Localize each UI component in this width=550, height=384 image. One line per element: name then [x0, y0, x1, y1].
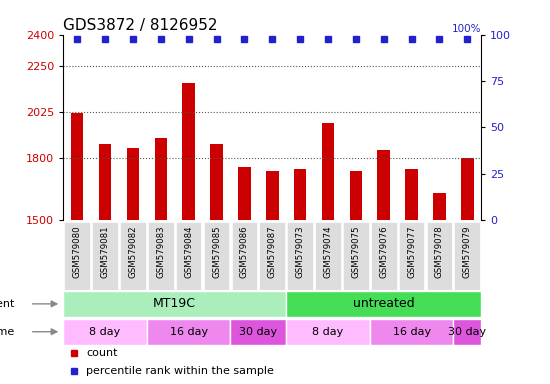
- FancyBboxPatch shape: [230, 319, 286, 344]
- Bar: [350, 171, 362, 220]
- FancyBboxPatch shape: [120, 222, 146, 290]
- FancyBboxPatch shape: [260, 222, 285, 290]
- Text: percentile rank within the sample: percentile rank within the sample: [86, 366, 274, 376]
- FancyBboxPatch shape: [286, 319, 370, 344]
- FancyBboxPatch shape: [148, 222, 174, 290]
- FancyBboxPatch shape: [64, 222, 90, 290]
- Bar: [99, 144, 111, 220]
- Bar: [433, 194, 446, 220]
- FancyBboxPatch shape: [286, 291, 481, 317]
- Bar: [183, 83, 195, 220]
- Text: GSM579084: GSM579084: [184, 226, 193, 278]
- Text: GSM579085: GSM579085: [212, 226, 221, 278]
- FancyBboxPatch shape: [315, 222, 341, 290]
- FancyBboxPatch shape: [454, 222, 480, 290]
- FancyBboxPatch shape: [204, 222, 229, 290]
- Bar: [461, 158, 474, 220]
- Text: GSM579076: GSM579076: [379, 226, 388, 278]
- Text: GSM579087: GSM579087: [268, 226, 277, 278]
- Bar: [126, 148, 139, 220]
- Bar: [71, 113, 84, 220]
- Bar: [405, 169, 418, 220]
- Text: GSM579082: GSM579082: [128, 226, 138, 278]
- Text: GSM579086: GSM579086: [240, 226, 249, 278]
- FancyBboxPatch shape: [399, 222, 425, 290]
- Text: GSM579074: GSM579074: [323, 226, 333, 278]
- Text: count: count: [86, 348, 118, 358]
- Text: GSM579081: GSM579081: [101, 226, 109, 278]
- Bar: [210, 144, 223, 220]
- Text: time: time: [0, 327, 15, 337]
- FancyBboxPatch shape: [63, 319, 147, 344]
- Text: GSM579080: GSM579080: [73, 226, 82, 278]
- Text: GSM579077: GSM579077: [407, 226, 416, 278]
- FancyBboxPatch shape: [343, 222, 368, 290]
- Bar: [238, 167, 251, 220]
- Bar: [155, 138, 167, 220]
- FancyBboxPatch shape: [371, 222, 397, 290]
- Text: 30 day: 30 day: [448, 327, 486, 337]
- FancyBboxPatch shape: [287, 222, 313, 290]
- Bar: [266, 171, 278, 220]
- FancyBboxPatch shape: [427, 222, 452, 290]
- Text: MT19C: MT19C: [153, 297, 196, 310]
- Text: GSM579073: GSM579073: [295, 226, 305, 278]
- Text: 30 day: 30 day: [239, 327, 277, 337]
- Text: 16 day: 16 day: [169, 327, 208, 337]
- FancyBboxPatch shape: [232, 222, 257, 290]
- Text: GSM579078: GSM579078: [435, 226, 444, 278]
- Text: GDS3872 / 8126952: GDS3872 / 8126952: [63, 18, 218, 33]
- Text: 8 day: 8 day: [312, 327, 344, 337]
- Text: 16 day: 16 day: [393, 327, 431, 337]
- Text: agent: agent: [0, 299, 15, 309]
- Text: 100%: 100%: [452, 24, 481, 34]
- Text: untreated: untreated: [353, 297, 415, 310]
- Text: GSM579075: GSM579075: [351, 226, 360, 278]
- FancyBboxPatch shape: [370, 319, 453, 344]
- FancyBboxPatch shape: [147, 319, 230, 344]
- FancyBboxPatch shape: [63, 291, 286, 317]
- Text: 8 day: 8 day: [90, 327, 120, 337]
- Bar: [294, 169, 306, 220]
- Text: GSM579079: GSM579079: [463, 226, 472, 278]
- FancyBboxPatch shape: [453, 319, 481, 344]
- FancyBboxPatch shape: [176, 222, 201, 290]
- FancyBboxPatch shape: [92, 222, 118, 290]
- Bar: [322, 123, 334, 220]
- Bar: [377, 150, 390, 220]
- Text: GSM579083: GSM579083: [156, 226, 166, 278]
